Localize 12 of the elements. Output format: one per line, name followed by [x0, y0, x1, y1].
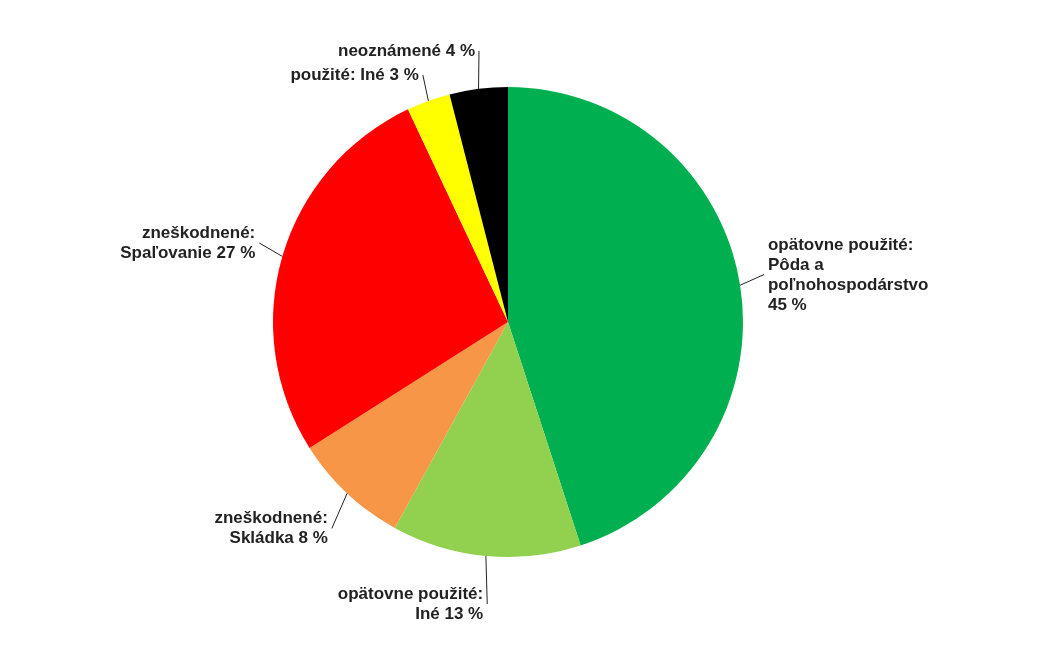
- slice-label: opätovne použité: Pôda a poľnohospodárstvo: [767, 234, 929, 294]
- slice-label: zneškodnené: Spaľovanie 27 %: [120, 222, 256, 262]
- pie-slice: [508, 87, 743, 546]
- slice-label: zneškodnené: Skládka 8 %: [214, 508, 328, 548]
- data-label: 45 %: [767, 294, 807, 314]
- pie-slice: [407, 94, 508, 322]
- slice-label: opätovne použité: Iné 13 %: [337, 583, 484, 623]
- slice-label: použité: Iné 3 %: [290, 64, 419, 84]
- pie-slice: [394, 322, 581, 557]
- pie-slice: [273, 109, 508, 448]
- slice-label: neoznámené 4 %: [338, 40, 476, 60]
- pie-slice: [449, 87, 508, 322]
